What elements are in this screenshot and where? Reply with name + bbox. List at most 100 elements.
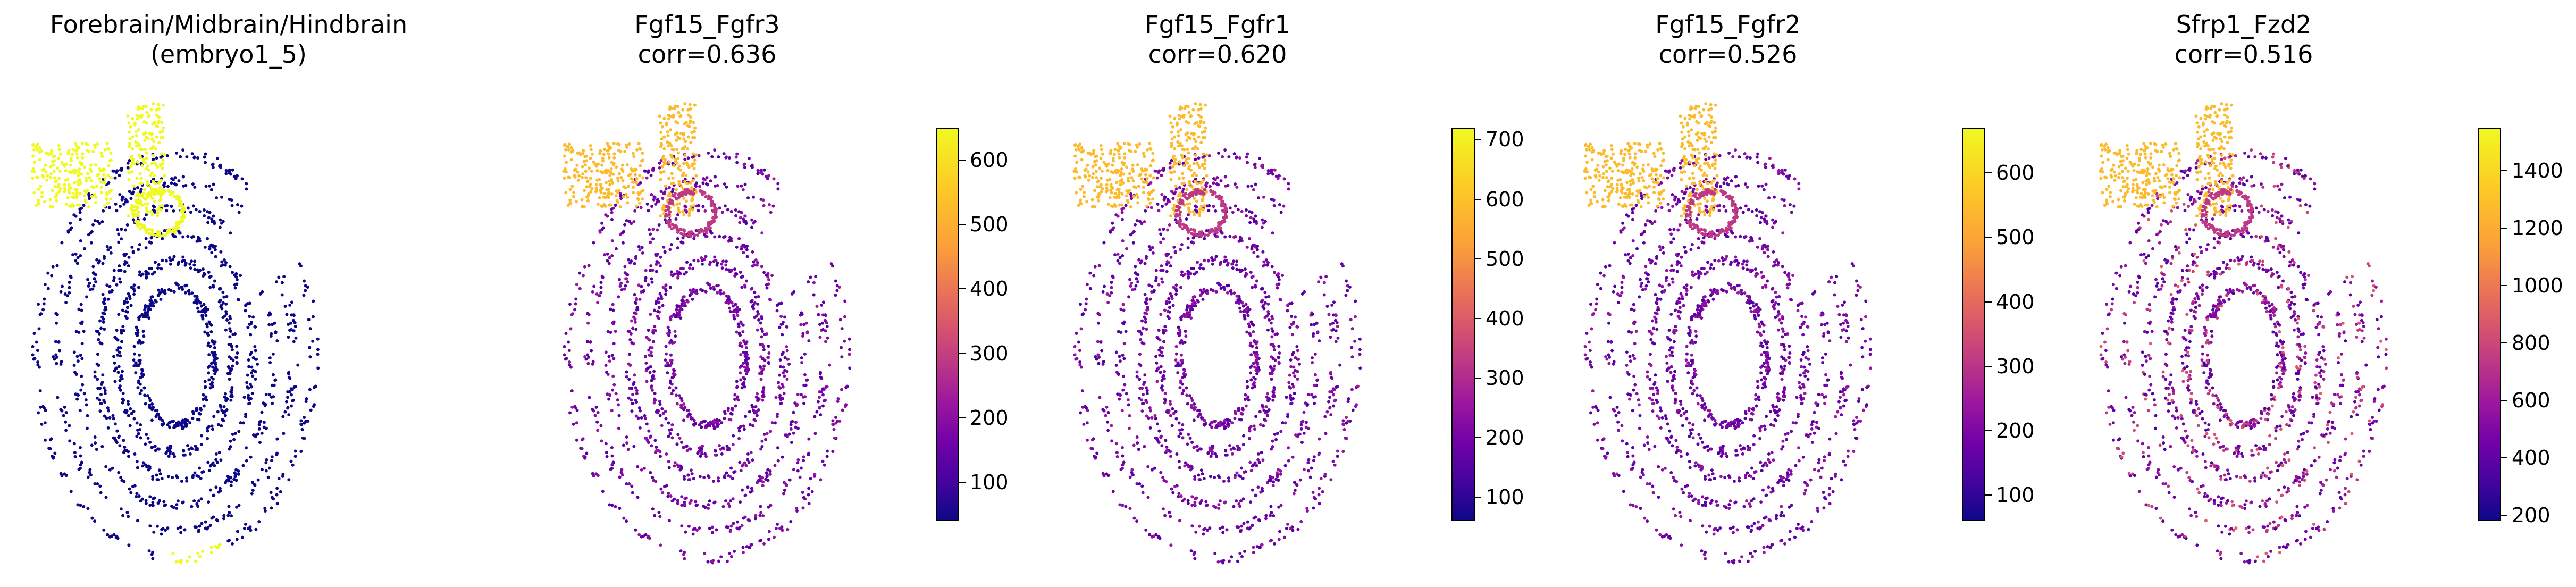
cell-point (1269, 505, 1273, 508)
cell-point (1116, 214, 1120, 218)
cell-point (738, 460, 742, 464)
cell-point (1199, 499, 1203, 502)
cell-point (287, 413, 291, 417)
cell-point (203, 245, 207, 249)
cell-point (217, 490, 221, 494)
cell-point (170, 504, 174, 508)
cell-point (618, 205, 622, 208)
cell-point (683, 557, 686, 560)
cell-point (194, 208, 198, 212)
cell-point (102, 398, 106, 402)
cell-point (570, 389, 574, 393)
cell-point (249, 385, 253, 389)
cell-point (119, 269, 123, 272)
cell-point (299, 449, 303, 453)
cell-point (735, 520, 739, 524)
cell-point (668, 141, 672, 145)
cell-point (1121, 303, 1125, 306)
cell-point (619, 281, 623, 285)
cell-point (203, 308, 206, 312)
cell-point (254, 325, 257, 329)
cell-point (696, 259, 700, 263)
cell-point (271, 383, 274, 387)
cell-point (299, 419, 303, 423)
cell-point (660, 407, 664, 410)
cell-point (106, 248, 110, 252)
cell-point (691, 532, 695, 536)
cell-point (68, 286, 71, 289)
cell-point (101, 373, 105, 377)
cell-point (134, 361, 138, 365)
cell-point (785, 483, 788, 487)
cell-point (275, 487, 279, 490)
cell-point (129, 197, 133, 200)
cell-point (1189, 549, 1193, 553)
cell-point (179, 525, 182, 529)
cell-point (219, 264, 223, 268)
cell-point (84, 398, 88, 402)
cell-point (676, 270, 679, 273)
cell-point (1090, 438, 1094, 442)
cell-point (744, 358, 748, 362)
cell-point (1145, 255, 1148, 258)
cell-point (72, 442, 76, 446)
cell-point (1193, 500, 1197, 504)
cell-point (726, 407, 730, 410)
cell-point (1223, 175, 1227, 179)
cell-point (144, 237, 148, 240)
cell-point (1286, 309, 1289, 313)
cell-point (578, 271, 582, 275)
cell-point (293, 455, 297, 458)
cell-point (632, 445, 636, 448)
cell-point (191, 182, 195, 186)
cell-point (165, 209, 169, 213)
cell-point (767, 530, 771, 533)
cell-point (765, 286, 769, 290)
cell-point (1161, 204, 1164, 208)
cell-point (658, 161, 661, 165)
cell-point (1131, 473, 1135, 477)
cell-point (241, 421, 245, 425)
cell-point (1341, 449, 1345, 453)
cell-point (152, 304, 155, 308)
cell-point (308, 346, 312, 349)
cell-point (585, 180, 589, 183)
cell-point (589, 177, 592, 180)
cell-point (215, 546, 219, 549)
cell-point (762, 364, 766, 368)
cell-point (589, 156, 592, 160)
cell-point (630, 222, 633, 225)
cell-point (781, 350, 785, 354)
cell-point (755, 392, 759, 396)
cell-point (650, 168, 654, 172)
cell-point (108, 468, 112, 472)
cell-point (682, 162, 685, 165)
cell-point (1272, 204, 1276, 207)
cell-point (625, 519, 628, 523)
cell-point (157, 468, 161, 472)
cell-point (740, 386, 744, 390)
cell-point (1355, 403, 1358, 407)
cell-point (30, 169, 34, 173)
cell-point (58, 152, 62, 156)
cell-point (1101, 362, 1105, 366)
cell-point (615, 198, 619, 202)
cell-point (284, 400, 288, 404)
cell-point (275, 453, 279, 457)
cell-point (1215, 176, 1219, 180)
cell-point (191, 416, 195, 420)
cell-point (815, 410, 819, 414)
cell-point (142, 217, 146, 221)
cell-point (162, 500, 166, 504)
cell-point (63, 186, 66, 190)
cell-point (802, 459, 805, 463)
cell-point (1248, 221, 1252, 224)
cell-point (57, 156, 61, 160)
cell-point (1334, 340, 1338, 343)
cell-point (98, 177, 102, 181)
cell-point (270, 395, 273, 399)
cell-point (666, 144, 670, 148)
cell-point (681, 209, 685, 213)
cell-point (707, 194, 711, 198)
cell-point (1157, 429, 1161, 433)
